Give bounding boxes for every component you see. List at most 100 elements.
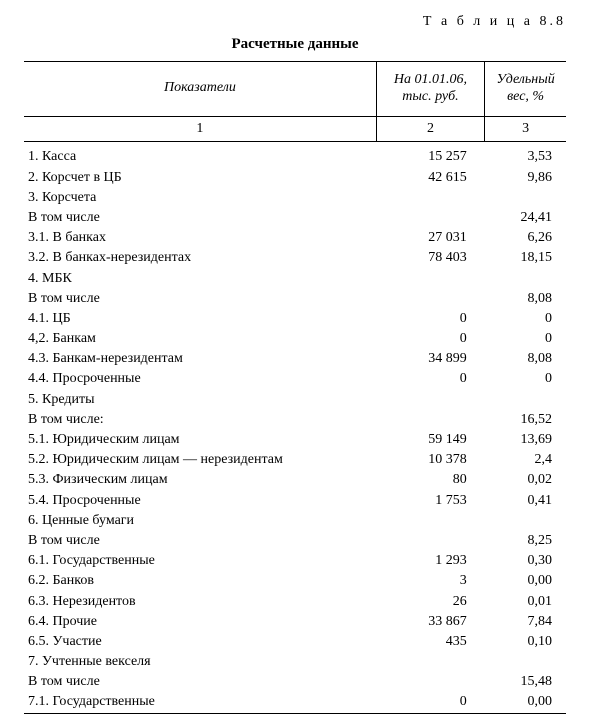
table-row: 6.3. Нерезидентов260,01: [24, 592, 566, 612]
row-percent: 0,02: [485, 470, 566, 490]
row-label: 4.3. Банкам-нерезидентам: [24, 349, 376, 369]
header-colnum-2: 2: [376, 116, 484, 142]
row-value: 42 615: [376, 168, 484, 188]
row-label: 5.2. Юридическим лицам — нерезидентам: [24, 450, 376, 470]
row-label: 1. Касса: [24, 142, 376, 168]
row-percent: [485, 188, 566, 208]
table-row: 2. Корсчет в ЦБ42 6159,86: [24, 168, 566, 188]
row-label: 6.1. Государственные: [24, 551, 376, 571]
table-row: 6. Ценные бумаги: [24, 511, 566, 531]
row-label: 6.5. Участие: [24, 632, 376, 652]
table-row: 7.1. Государственные00,00: [24, 692, 566, 713]
row-percent: 24,41: [485, 208, 566, 228]
row-value: 0: [376, 369, 484, 389]
row-value: 10 378: [376, 450, 484, 470]
row-value: 59 149: [376, 430, 484, 450]
row-percent: 8,25: [485, 531, 566, 551]
row-value: 27 031: [376, 228, 484, 248]
row-value: 78 403: [376, 248, 484, 268]
table-row: В том числе 8,08: [24, 289, 566, 309]
row-label: 6.2. Банков: [24, 571, 376, 591]
row-value: 1 293: [376, 551, 484, 571]
row-percent: 0,30: [485, 551, 566, 571]
row-percent: [485, 511, 566, 531]
row-percent: 0,41: [485, 491, 566, 511]
row-label: 5.1. Юридическим лицам: [24, 430, 376, 450]
row-value: 15 257: [376, 142, 484, 168]
header-indicators: Показатели: [24, 62, 376, 117]
table-row: 6.5. Участие4350,10: [24, 632, 566, 652]
table-row: 7. Учтенные векселя: [24, 652, 566, 672]
table-row: 5.2. Юридическим лицам — нерезидентам10 …: [24, 450, 566, 470]
table-row: В том числе:16,52: [24, 410, 566, 430]
row-label: 4,2. Банкам: [24, 329, 376, 349]
row-label: 5.4. Просроченные: [24, 491, 376, 511]
row-percent: 0,10: [485, 632, 566, 652]
table-row: 3.2. В банках-нерезидентах78 40318,15: [24, 248, 566, 268]
row-label: 4.1. ЦБ: [24, 309, 376, 329]
table-row: 4.3. Банкам-нерезидентам34 8998,08: [24, 349, 566, 369]
row-label: 6.3. Нерезидентов: [24, 592, 376, 612]
row-value: 33 867: [376, 612, 484, 632]
row-value: [376, 652, 484, 672]
row-label: 5.3. Физическим лицам: [24, 470, 376, 490]
row-percent: 0,00: [485, 692, 566, 713]
table-row: 4,2. Банкам00: [24, 329, 566, 349]
row-label: В том числе: [24, 531, 376, 551]
row-percent: 0: [485, 369, 566, 389]
row-value: [376, 269, 484, 289]
row-percent: 15,48: [485, 672, 566, 692]
row-value: 435: [376, 632, 484, 652]
row-percent: 3,53: [485, 142, 566, 168]
row-label: В том числе:: [24, 410, 376, 430]
table-title: Расчетные данные: [24, 36, 566, 53]
table-row: 5.3. Физическим лицам800,02: [24, 470, 566, 490]
row-label: 4. МБК: [24, 269, 376, 289]
row-percent: 8,08: [485, 349, 566, 369]
row-percent: 2,4: [485, 450, 566, 470]
row-value: 34 899: [376, 349, 484, 369]
table-row: В том числе24,41: [24, 208, 566, 228]
row-label: 3.2. В банках-нерезидентах: [24, 248, 376, 268]
row-value: 0: [376, 309, 484, 329]
table-row: 6.4. Прочие33 8677,84: [24, 612, 566, 632]
row-label: 5. Кредиты: [24, 390, 376, 410]
header-value: На 01.01.06, тыс. руб.: [376, 62, 484, 117]
row-label: 6.4. Прочие: [24, 612, 376, 632]
row-label: 6. Ценные бумаги: [24, 511, 376, 531]
data-table: Показатели На 01.01.06, тыс. руб. Удельн…: [24, 61, 566, 714]
table-row: В том числе 8,25: [24, 531, 566, 551]
row-value: [376, 672, 484, 692]
header-percent: Удельный вес, %: [485, 62, 566, 117]
row-percent: 0,01: [485, 592, 566, 612]
row-value: 26: [376, 592, 484, 612]
row-value: [376, 188, 484, 208]
row-label: 7.1. Государственные: [24, 692, 376, 713]
table-row: В том числе15,48: [24, 672, 566, 692]
table-row: 3. Корсчета: [24, 188, 566, 208]
row-value: [376, 289, 484, 309]
row-value: 0: [376, 329, 484, 349]
row-percent: 8,08: [485, 289, 566, 309]
table-row: 6.2. Банков30,00: [24, 571, 566, 591]
table-row: 4.1. ЦБ00: [24, 309, 566, 329]
row-percent: 0,00: [485, 571, 566, 591]
row-label: 3.1. В банках: [24, 228, 376, 248]
row-percent: 18,15: [485, 248, 566, 268]
header-colnum-1: 1: [24, 116, 376, 142]
table-row: 5.1. Юридическим лицам59 14913,69: [24, 430, 566, 450]
row-label: 2. Корсчет в ЦБ: [24, 168, 376, 188]
row-value: [376, 511, 484, 531]
row-value: 1 753: [376, 491, 484, 511]
table-row: 1. Касса15 2573,53: [24, 142, 566, 168]
row-percent: 0: [485, 329, 566, 349]
row-value: 80: [376, 470, 484, 490]
row-percent: 9,86: [485, 168, 566, 188]
table-row: 3.1. В банках27 0316,26: [24, 228, 566, 248]
table-row: 5.4. Просроченные1 7530,41: [24, 491, 566, 511]
row-label: В том числе: [24, 289, 376, 309]
row-percent: 0: [485, 309, 566, 329]
table-row: 6.1. Государственные1 2930,30: [24, 551, 566, 571]
row-label: 3. Корсчета: [24, 188, 376, 208]
row-value: 0: [376, 692, 484, 713]
